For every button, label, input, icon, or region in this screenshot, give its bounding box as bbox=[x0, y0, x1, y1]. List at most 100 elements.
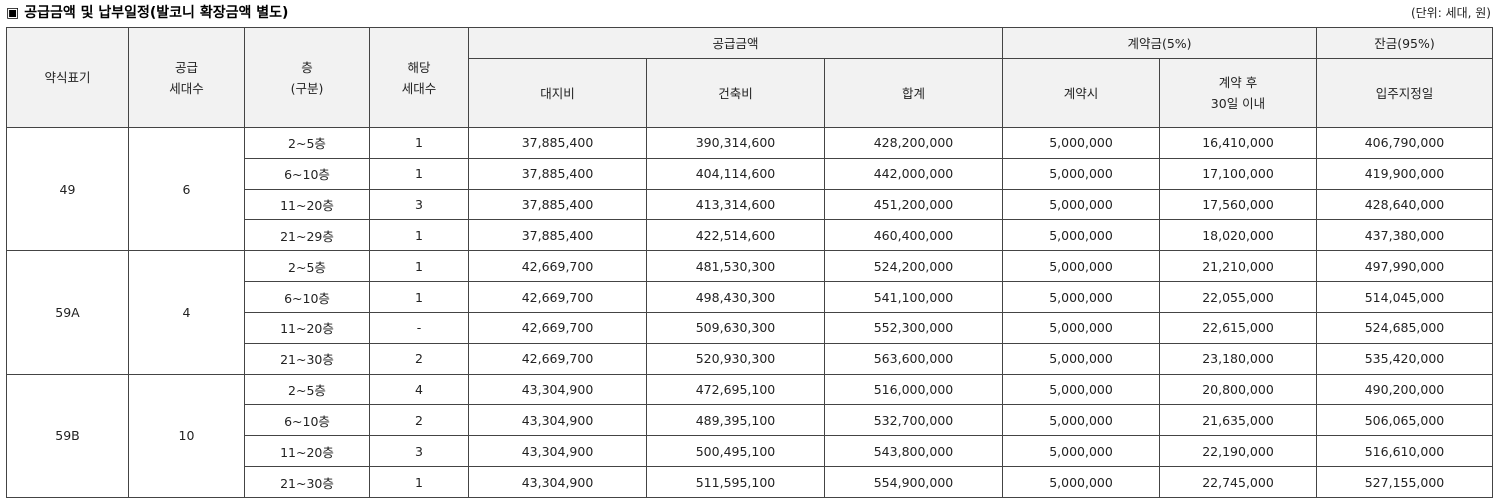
cell-balance: 524,685,000 bbox=[1316, 311, 1493, 344]
page-header: ▣ 공급금액 및 납부일정(발코니 확장금액 별도) (단위: 세대, 원) bbox=[0, 0, 1497, 26]
cell-after-30-days: 22,745,000 bbox=[1159, 466, 1317, 498]
cell-land: 43,304,900 bbox=[468, 373, 647, 406]
cell-building: 500,495,100 bbox=[646, 435, 825, 468]
cell-balance: 497,990,000 bbox=[1316, 250, 1493, 283]
col-total-header: 합계 bbox=[824, 58, 1003, 128]
cell-on-contract: 5,000,000 bbox=[1002, 188, 1160, 221]
cell-type: 59A bbox=[6, 250, 129, 375]
cell-balance: 490,200,000 bbox=[1316, 373, 1493, 406]
cell-count: 1 bbox=[369, 127, 469, 159]
header-row-2: 대지비 건축비 합계 계약시 계약 후 30일 이내 입주지정일 bbox=[7, 58, 1493, 128]
cell-floor: 21~30층 bbox=[244, 342, 370, 375]
col-applicable-line2: 세대수 bbox=[401, 80, 437, 96]
price-schedule-table: 약식표기 공급 세대수 층 (구분) 해당 세대수 공급금액 계약금(5%) 잔… bbox=[6, 27, 1493, 499]
cell-balance: 419,900,000 bbox=[1316, 157, 1493, 190]
cell-land: 42,669,700 bbox=[468, 281, 647, 313]
page-title: ▣ 공급금액 및 납부일정(발코니 확장금액 별도) bbox=[6, 2, 288, 22]
cell-floor: 2~5층 bbox=[244, 373, 370, 406]
table-row: 21~30층 1 43,304,900 511,595,100 554,900,… bbox=[7, 466, 1493, 498]
cell-land: 37,885,400 bbox=[468, 157, 647, 190]
cell-on-contract: 5,000,000 bbox=[1002, 127, 1160, 159]
col-on-contract-header: 계약시 bbox=[1002, 58, 1160, 128]
page-title-text: 공급금액 및 납부일정(발코니 확장금액 별도) bbox=[24, 5, 289, 21]
cell-count: - bbox=[369, 311, 469, 344]
cell-land: 37,885,400 bbox=[468, 127, 647, 159]
cell-building: 489,395,100 bbox=[646, 404, 825, 437]
cell-supply-units: 10 bbox=[128, 373, 245, 499]
cell-after-30-days: 22,615,000 bbox=[1159, 311, 1317, 344]
cell-total: 442,000,000 bbox=[824, 157, 1003, 190]
cell-on-contract: 5,000,000 bbox=[1002, 311, 1160, 344]
table-body: 49 6 2~5층 1 37,885,400 390,314,600 428,2… bbox=[6, 126, 1493, 499]
col-after-30-days-header: 계약 후 30일 이내 bbox=[1159, 58, 1317, 128]
table-row: 21~29층 1 37,885,400 422,514,600 460,400,… bbox=[7, 219, 1493, 252]
cell-after-30-days: 23,180,000 bbox=[1159, 342, 1317, 375]
cell-land: 37,885,400 bbox=[468, 188, 647, 221]
table-row: 6~10층 2 43,304,900 489,395,100 532,700,0… bbox=[7, 404, 1493, 437]
table-row: 59B 10 2~5층 4 43,304,900 472,695,100 516… bbox=[6, 373, 1493, 499]
col-after-line1: 계약 후 bbox=[1218, 75, 1258, 90]
col-floor-line2: (구분) bbox=[290, 80, 324, 96]
cell-floor: 2~5층 bbox=[244, 250, 370, 283]
cell-count: 2 bbox=[369, 342, 469, 375]
cell-total: 532,700,000 bbox=[824, 404, 1003, 437]
cell-after-30-days: 21,210,000 bbox=[1159, 250, 1317, 283]
header-row-1: 약식표기 공급 세대수 층 (구분) 해당 세대수 공급금액 계약금(5%) 잔… bbox=[6, 27, 1493, 128]
col-applicable-line1: 해당 bbox=[407, 59, 431, 75]
cell-count: 1 bbox=[369, 157, 469, 190]
cell-land: 42,669,700 bbox=[468, 311, 647, 344]
cell-land: 37,885,400 bbox=[468, 219, 647, 252]
col-after-line2: 30일 이내 bbox=[1210, 96, 1266, 111]
col-applicable-units-header: 해당 세대수 bbox=[369, 27, 469, 128]
cell-count: 4 bbox=[369, 373, 469, 406]
cell-total: 543,800,000 bbox=[824, 435, 1003, 468]
col-floor-line1: 층 bbox=[301, 59, 313, 75]
col-supply-units-header: 공급 세대수 bbox=[128, 27, 245, 128]
cell-land: 42,669,700 bbox=[468, 250, 647, 283]
cell-count: 3 bbox=[369, 188, 469, 221]
cell-balance: 516,610,000 bbox=[1316, 435, 1493, 468]
cell-type: 49 bbox=[6, 126, 129, 252]
cell-total: 516,000,000 bbox=[824, 373, 1003, 406]
cell-on-contract: 5,000,000 bbox=[1002, 219, 1160, 252]
cell-after-30-days: 20,800,000 bbox=[1159, 373, 1317, 406]
cell-floor: 21~30층 bbox=[244, 466, 370, 498]
cell-building: 422,514,600 bbox=[646, 219, 825, 252]
cell-on-contract: 5,000,000 bbox=[1002, 466, 1160, 498]
cell-floor: 6~10층 bbox=[244, 157, 370, 190]
cell-building: 390,314,600 bbox=[646, 127, 825, 159]
cell-building: 472,695,100 bbox=[646, 373, 825, 406]
cell-count: 1 bbox=[369, 250, 469, 283]
col-balance-group-header: 잔금(95%) bbox=[1316, 27, 1493, 59]
cell-supply-units: 4 bbox=[128, 250, 245, 375]
cell-count: 1 bbox=[369, 219, 469, 252]
table-row: 11~20층 - 42,669,700 509,630,300 552,300,… bbox=[7, 311, 1493, 344]
cell-balance: 428,640,000 bbox=[1316, 188, 1493, 221]
cell-building: 413,314,600 bbox=[646, 188, 825, 221]
cell-on-contract: 5,000,000 bbox=[1002, 342, 1160, 375]
cell-count: 3 bbox=[369, 435, 469, 468]
cell-count: 2 bbox=[369, 404, 469, 437]
cell-building: 481,530,300 bbox=[646, 250, 825, 283]
col-land-header: 대지비 bbox=[468, 58, 647, 128]
cell-on-contract: 5,000,000 bbox=[1002, 250, 1160, 283]
cell-land: 42,669,700 bbox=[468, 342, 647, 375]
cell-after-30-days: 22,190,000 bbox=[1159, 435, 1317, 468]
cell-building: 511,595,100 bbox=[646, 466, 825, 498]
cell-total: 460,400,000 bbox=[824, 219, 1003, 252]
cell-floor: 2~5층 bbox=[244, 127, 370, 159]
col-supply-units-line1: 공급 bbox=[174, 59, 198, 75]
square-bullet-icon: ▣ bbox=[6, 5, 20, 21]
cell-after-30-days: 18,020,000 bbox=[1159, 219, 1317, 252]
cell-after-30-days: 17,100,000 bbox=[1159, 157, 1317, 190]
col-floor-header: 층 (구분) bbox=[244, 27, 370, 128]
cell-balance: 527,155,000 bbox=[1316, 466, 1493, 498]
cell-after-30-days: 16,410,000 bbox=[1159, 127, 1317, 159]
cell-balance: 506,065,000 bbox=[1316, 404, 1493, 437]
cell-supply-units: 6 bbox=[128, 126, 245, 252]
cell-on-contract: 5,000,000 bbox=[1002, 435, 1160, 468]
cell-total: 524,200,000 bbox=[824, 250, 1003, 283]
cell-balance: 514,045,000 bbox=[1316, 281, 1493, 313]
cell-on-contract: 5,000,000 bbox=[1002, 281, 1160, 313]
col-type-header: 약식표기 bbox=[6, 27, 129, 128]
